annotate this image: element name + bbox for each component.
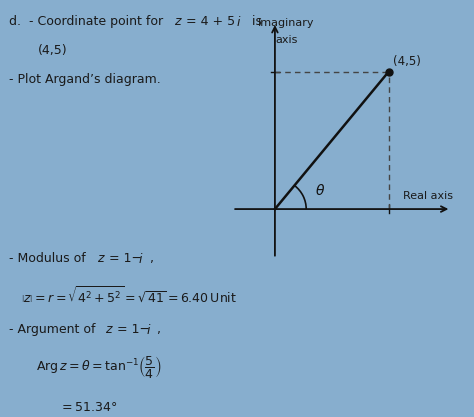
Text: = 1−: = 1− <box>113 323 150 336</box>
Text: $i$: $i$ <box>146 323 152 337</box>
Text: Real axis: Real axis <box>403 191 453 201</box>
Text: = 4 + 5: = 4 + 5 <box>182 15 236 28</box>
Text: is: is <box>244 15 262 28</box>
Text: $=51.34°$: $=51.34°$ <box>59 401 118 414</box>
Text: Imaginary: Imaginary <box>258 18 315 28</box>
Text: $z$: $z$ <box>174 15 183 28</box>
Text: = 1−: = 1− <box>105 252 142 265</box>
Text: $z$: $z$ <box>105 323 114 336</box>
Text: - Argument of: - Argument of <box>9 323 99 336</box>
Text: $\mathrm{Arg}\,z=\theta=\tan^{-1}\!\left(\dfrac{5}{4}\right)$: $\mathrm{Arg}\,z=\theta=\tan^{-1}\!\left… <box>36 354 161 380</box>
Text: $i$: $i$ <box>138 252 144 266</box>
Text: d.  - Coordinate point for: d. - Coordinate point for <box>9 15 167 28</box>
Text: - Plot Argand’s diagram.: - Plot Argand’s diagram. <box>9 73 160 86</box>
Text: axis: axis <box>275 35 298 45</box>
Text: ,: , <box>153 323 161 336</box>
Text: $\left|z\right|=r=\sqrt{4^{2}+5^{2}}=\sqrt{41}=6.40\,\mathrm{Unit}$: $\left|z\right|=r=\sqrt{4^{2}+5^{2}}=\sq… <box>21 286 237 306</box>
Text: (4,5): (4,5) <box>393 55 421 68</box>
Text: (4,5): (4,5) <box>38 44 67 57</box>
Text: $z$: $z$ <box>97 252 106 265</box>
Text: - Modulus of: - Modulus of <box>9 252 89 265</box>
Text: $\theta$: $\theta$ <box>315 183 325 198</box>
Text: ,: , <box>146 252 154 265</box>
Text: $i$: $i$ <box>236 15 241 29</box>
